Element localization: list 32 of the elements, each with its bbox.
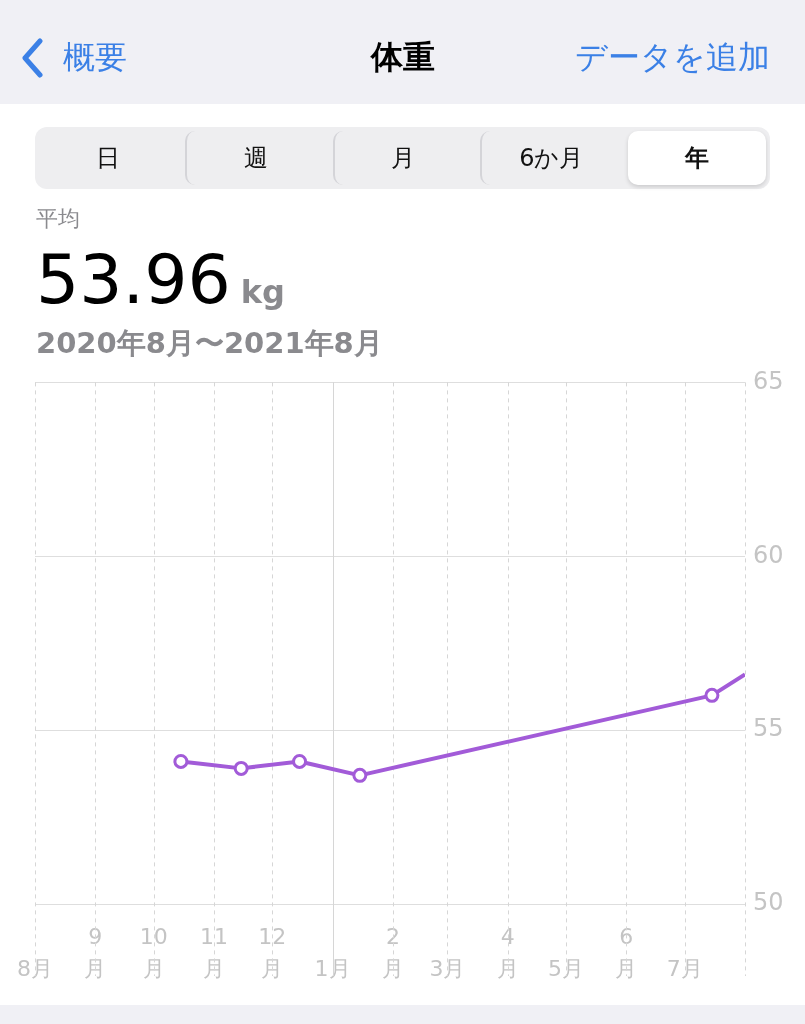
text: 日 xyxy=(94,143,121,174)
text: 年 xyxy=(628,131,766,185)
x-tick-label: 9 月 xyxy=(84,923,107,981)
point xyxy=(352,767,368,783)
text: kg xyxy=(240,273,285,311)
x-tick-label: 1月 xyxy=(314,955,351,981)
text: 6か月 xyxy=(480,131,621,185)
y-tick-label: 65 xyxy=(753,366,784,395)
x-tick-label: 11 月 xyxy=(199,923,228,981)
x-tick-label: 10 月 xyxy=(139,923,168,981)
x-tick-label: 8月 xyxy=(17,955,53,981)
text: 平均 xyxy=(36,205,80,233)
y-tick-label: 50 xyxy=(753,888,784,917)
x-tick-label: 3月 xyxy=(429,955,466,981)
text: 概要 xyxy=(63,37,127,78)
x-tick-label: 4 月 xyxy=(496,923,519,981)
text: 週 xyxy=(184,131,325,185)
x-tick-label: 6 月 xyxy=(615,923,638,981)
point xyxy=(292,753,308,769)
chart-title: 体重 xyxy=(370,38,435,76)
text: データを追加 xyxy=(575,37,770,78)
x-tick-label: 5月 xyxy=(548,955,585,981)
chart-subtitle: 2020年8月〜2021年8月 xyxy=(36,325,383,362)
text: 53.96 xyxy=(36,240,231,319)
y-tick-label: 60 xyxy=(753,540,784,569)
point xyxy=(704,687,720,703)
x-tick-label: 7月 xyxy=(666,955,703,981)
point xyxy=(233,760,249,776)
y-tick-label: 55 xyxy=(753,714,784,743)
x-tick-label: 12 月 xyxy=(258,923,287,981)
text: 月 xyxy=(332,131,473,185)
point xyxy=(173,753,189,769)
